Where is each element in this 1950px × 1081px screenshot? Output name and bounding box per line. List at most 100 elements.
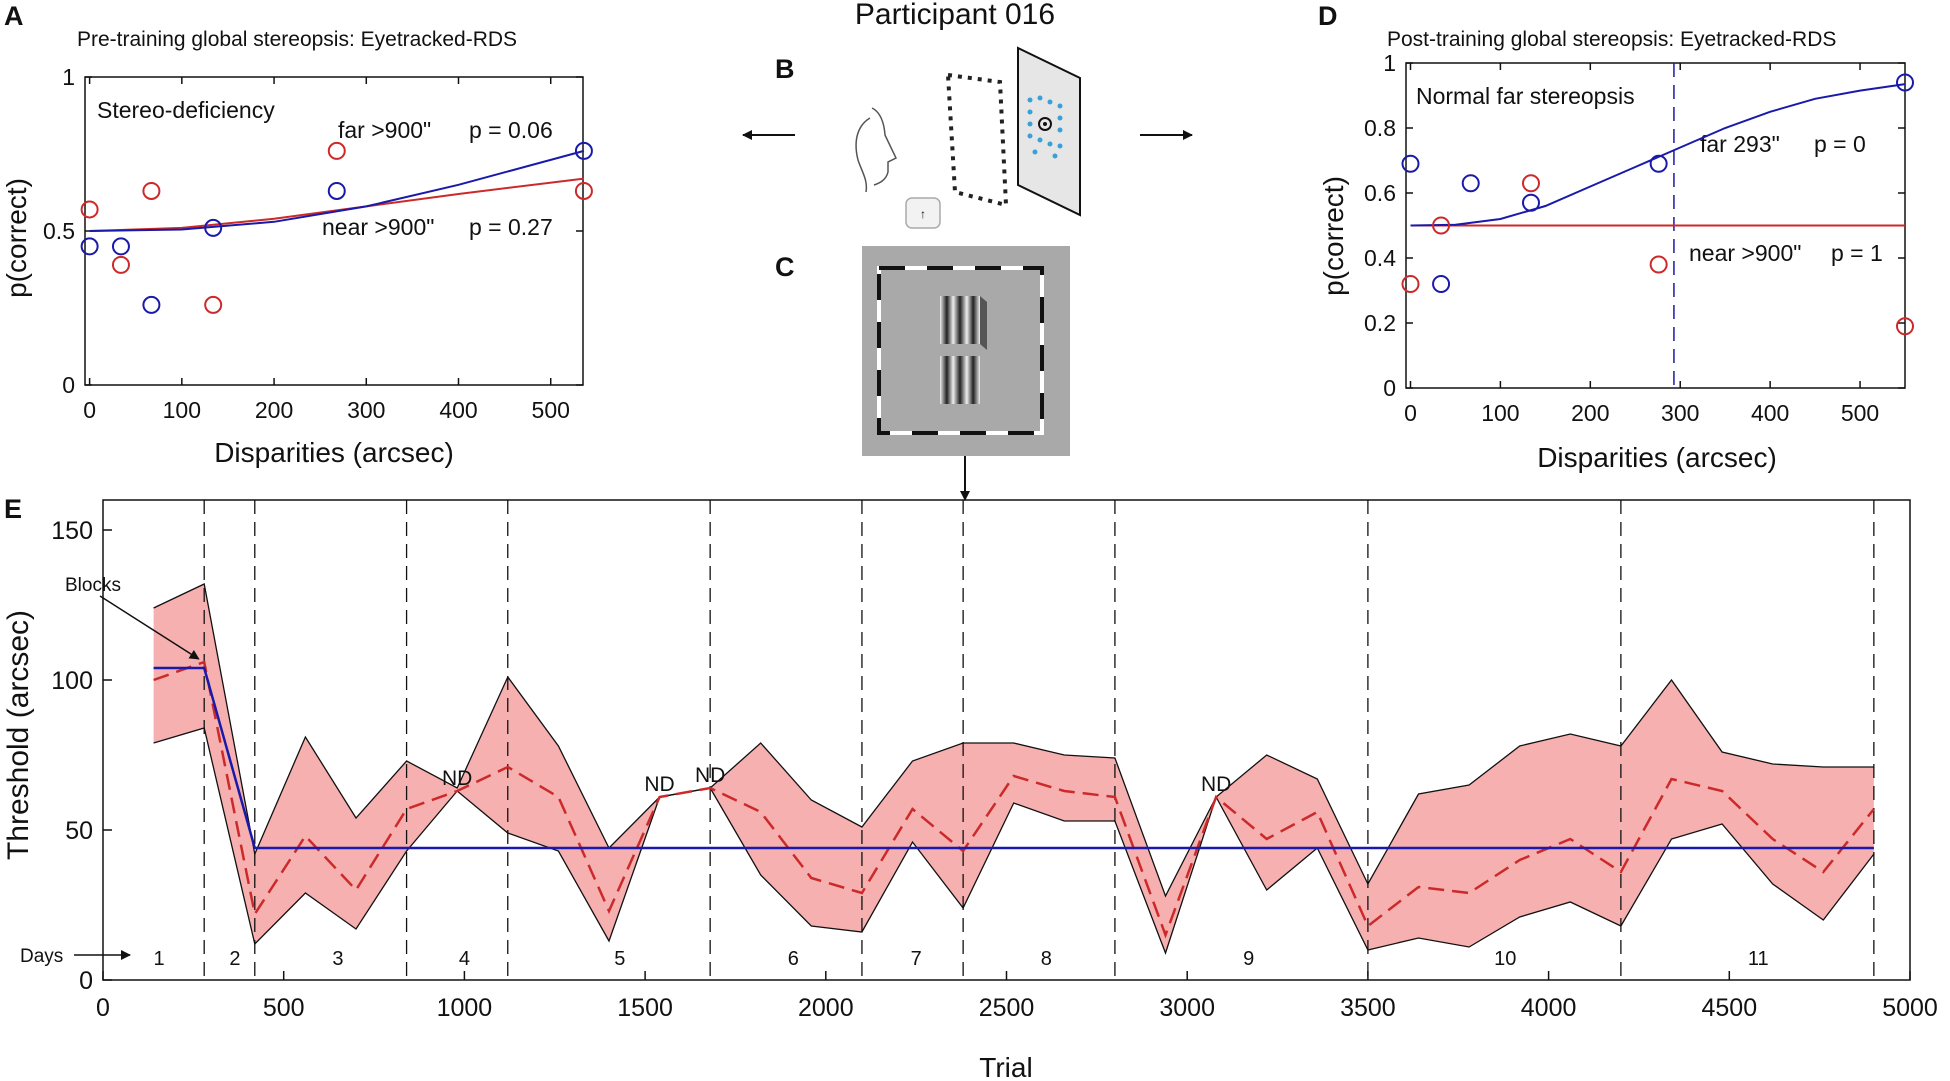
day-number-label: 10 [1494,948,1516,970]
panel-label-c: C [775,252,795,282]
panel-a-near-point [142,181,161,200]
panel-d-ytick-label: 0.6 [1364,180,1396,206]
panel-label-d: D [1318,1,1338,31]
panel-e-ytick-label: 100 [51,667,93,695]
nd-label: ND [695,764,725,787]
panel-e-xtick-label: 2500 [979,994,1035,1022]
panel-e-xtick-label: 4000 [1521,994,1577,1022]
panel-d-far-p: p = 0 [1814,131,1866,157]
panel-a-far-fit-line [89,149,585,232]
face-profile-icon [855,107,897,193]
panel-a-chart: Pre-training global stereopsis: Eyetrack… [1,28,593,468]
panel-a-far-p: p = 0.06 [469,117,553,143]
panel-e-xtick-label: 2000 [798,994,854,1022]
day-number-label: 6 [788,948,799,970]
panel-a-near-point [111,255,130,274]
random-dot-frame [945,72,1009,208]
panel-e-xlabel: Trial [979,1052,1032,1081]
display-screen [1017,46,1081,217]
panel-a-far-point [111,237,130,256]
panel-d-xtick-label: 400 [1751,400,1789,426]
panel-d-far-label: far 293" [1700,131,1780,157]
grating-top [940,296,980,344]
panel-e-chart: Trial Threshold (arcsec) Blocks Days 0 50… [2,499,1938,1081]
panel-a-near-p: p = 0.27 [469,214,553,240]
panel-d-xtick-label: 100 [1481,400,1519,426]
panel-e-xtick-label: 1500 [617,994,673,1022]
panel-e-xtick-label: 500 [263,994,305,1022]
panel-e-ylabel: Threshold (arcsec) [2,610,35,860]
panel-a-xtick-label: 500 [532,397,570,423]
panel-d-far-point [1432,275,1451,293]
day-number-label: 4 [459,948,470,970]
panel-d-annotation: Normal far stereopsis [1416,83,1635,109]
nd-label: ND [644,773,674,796]
panel-d-xtick-label: 200 [1571,400,1609,426]
day-number-label: 5 [614,948,625,970]
day-number-label: 2 [229,948,240,970]
keyboard-key-icon [905,197,941,229]
panel-b-illustration: ↑ [742,46,1193,229]
panel-a-xlabel: Disparities (arcsec) [214,437,454,468]
panel-d-near-point [1521,174,1540,193]
panel-label-b: B [775,54,795,84]
participant-title: Participant 016 [855,0,1055,31]
panel-d-xtick-label: 0 [1404,400,1417,426]
panel-e-ytick-label: 150 [51,517,93,545]
panel-d-ytick-label: 0.2 [1364,310,1396,336]
stimulus-frame-black [877,266,1044,435]
day-number-label: 11 [1748,948,1769,970]
panel-d-far-point [1401,154,1420,173]
panel-d-ytick-label: 0.4 [1364,245,1396,271]
panel-d-ylabel: p(correct) [1318,176,1349,296]
panel-a-far-point [142,295,161,314]
panel-a-ytick-label: 0.5 [43,218,75,244]
panel-e-xtick-label: 4500 [1701,994,1757,1022]
panel-a-near-point [574,181,593,200]
panel-d-xtick-label: 500 [1841,400,1879,426]
band-upper-edge [153,583,1874,898]
panel-d-ytick-label: 0 [1383,375,1396,401]
panel-a-near-point [204,295,223,314]
panel-a-far-point [327,181,346,200]
panel-a-ytick-label: 1 [62,64,75,90]
panel-d-near-p: p = 1 [1831,240,1883,266]
panel-a-near-point [80,200,99,219]
fitted-threshold-line [153,666,1874,850]
panel-d-far-point [1521,193,1540,212]
panel-d-far-point [1896,73,1914,92]
screen-dot-pattern [1027,95,1063,159]
panel-d-far-point [1461,174,1480,193]
panel-d-near-label: near >900" [1689,240,1801,266]
day-number-label: 9 [1243,948,1254,970]
day-number-label: 1 [153,948,164,970]
panel-d-near-point [1896,317,1914,336]
panel-a-ytick-label: 0 [62,372,75,398]
panel-label-a: A [4,1,24,31]
panel-e-xtick-label: 1000 [437,994,493,1022]
panel-a-xtick-label: 400 [439,397,477,423]
fixation-target-icon [1038,117,1052,131]
grating-bottom [940,356,980,404]
panel-a-near-label: near >900" [322,214,434,240]
panel-d-far-fit-line [1410,83,1906,227]
panel-d-near-point [1401,275,1420,293]
panel-a-xtick-label: 200 [255,397,293,423]
panel-a-title: Pre-training global stereopsis: Eyetrack… [77,28,517,51]
grating-top-depth [980,296,987,350]
blocks-arrow [99,595,200,660]
mean-threshold-line [153,660,1875,939]
day-number-label: 8 [1041,948,1052,970]
panel-d-xlabel: Disparities (arcsec) [1537,442,1777,473]
panel-a-near-point [327,141,346,160]
panel-label-e: E [4,494,22,524]
days-label: Days [20,946,63,967]
panel-a-xtick-label: 0 [83,397,96,423]
nd-label: ND [1201,773,1231,796]
panel-a-xtick-label: 300 [347,397,385,423]
panel-a-far-point [204,218,223,237]
panel-c-stimulus [862,246,1070,501]
panel-d-xtick-label: 300 [1661,400,1699,426]
key-arrow-icon: ↑ [920,207,926,221]
panel-d-near-point [1432,216,1451,235]
